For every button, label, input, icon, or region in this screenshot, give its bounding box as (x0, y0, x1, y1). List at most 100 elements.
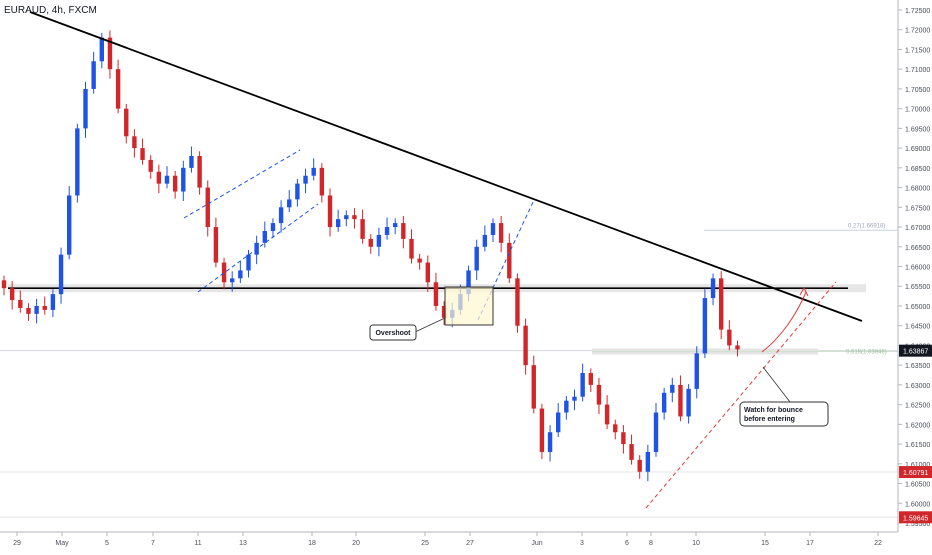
candle (132, 129, 137, 158)
candle-body (278, 207, 284, 224)
candle-body (303, 175, 308, 184)
candle (262, 221, 267, 248)
candle-body (621, 432, 626, 445)
candle (556, 403, 561, 437)
candle-body (393, 223, 398, 228)
candles-layer (1, 30, 740, 482)
candle (604, 395, 610, 430)
candle (1, 275, 7, 296)
candle (441, 301, 447, 325)
candle-body (124, 108, 129, 137)
rising-dashed-trendline[interactable] (645, 281, 837, 509)
candle (213, 217, 219, 268)
candle (303, 168, 308, 194)
candle (735, 340, 740, 357)
candle-body (727, 329, 732, 346)
candle-body (710, 278, 716, 299)
candle (621, 425, 626, 454)
channel-lower-line[interactable] (197, 203, 319, 293)
price-tick-label: 1.72000 (905, 28, 930, 35)
channel-upper-line[interactable] (183, 149, 301, 219)
candle (645, 444, 651, 482)
time-tick-label: 11 (194, 540, 201, 547)
drawings-layer[interactable]: Overshoot Watch for bounce before entering (29, 11, 863, 509)
projection-curve[interactable] (761, 291, 807, 353)
price-tick-label: 1.68500 (905, 166, 930, 173)
candle (694, 346, 699, 399)
candle-body (678, 384, 683, 417)
price-tick-label: 1.61500 (905, 442, 930, 449)
candle (727, 320, 732, 351)
bounce-label-line1: Watch for bounce (744, 407, 803, 414)
candle-body (629, 444, 634, 460)
price-tick-label: 1.65500 (905, 284, 930, 291)
candle-body (523, 325, 528, 366)
overshoot-box[interactable] (444, 286, 494, 326)
candle (384, 217, 390, 240)
time-tick-label: 25 (421, 540, 429, 547)
time-tick-label: 10 (692, 540, 700, 547)
candle (311, 158, 316, 181)
candle-body (132, 136, 137, 149)
candle (172, 171, 178, 199)
candle (482, 225, 488, 252)
candle-body (67, 195, 72, 255)
candle-body (588, 373, 593, 385)
time-tick-label: 8 (649, 540, 653, 547)
candle-body (539, 408, 545, 452)
descending-trendline[interactable] (29, 11, 863, 322)
price-tick-label: 1.63000 (905, 383, 930, 390)
candle-body (1, 280, 7, 289)
candle (50, 289, 56, 318)
candle-body (637, 459, 642, 472)
time-tick-label: 6 (625, 540, 629, 547)
price-tick-label: 1.61000 (905, 462, 930, 469)
candle-body (75, 128, 80, 196)
candle-body (34, 305, 39, 314)
candle (539, 403, 545, 460)
candle-body (344, 215, 349, 220)
candle (230, 271, 235, 292)
price-tick-label: 1.67500 (905, 205, 930, 212)
candle (9, 281, 15, 310)
time-tick-label: 29 (13, 540, 21, 547)
candle-body (613, 424, 618, 433)
candle-body (661, 392, 667, 413)
candle-body (26, 307, 31, 314)
price-tick-label: 1.66500 (905, 245, 930, 252)
overshoot-label: Overshoot (375, 330, 411, 337)
candle-body (368, 238, 373, 247)
price-tag (899, 344, 932, 357)
price-tick-label: 1.59500 (905, 521, 930, 528)
candle-body (556, 412, 561, 433)
candle (124, 103, 129, 144)
candle (670, 377, 675, 403)
candle (246, 249, 251, 278)
time-tick-label: 13 (239, 540, 247, 547)
candle-body (515, 278, 520, 326)
price-tag-label: 1.60791 (903, 470, 928, 477)
candle-body (547, 432, 553, 452)
candle-body (319, 167, 325, 196)
candle (702, 288, 708, 359)
candle-body (409, 238, 414, 259)
candle (515, 273, 520, 333)
candle (613, 419, 618, 440)
candle (523, 318, 528, 375)
candle-body (352, 215, 357, 220)
candle-body (197, 156, 202, 188)
candle-body (490, 223, 496, 235)
overshoot-callout[interactable] (369, 324, 417, 341)
bounce-callout[interactable] (739, 401, 829, 427)
price-tick-label: 1.65000 (905, 304, 930, 311)
candle (719, 271, 724, 340)
candle-body (702, 298, 708, 354)
candle (393, 218, 398, 235)
candle (287, 189, 292, 213)
price-tick-label: 1.68000 (905, 186, 930, 193)
time-tick-label: 7 (151, 540, 155, 547)
price-tag-label: 1.63867 (903, 349, 928, 356)
